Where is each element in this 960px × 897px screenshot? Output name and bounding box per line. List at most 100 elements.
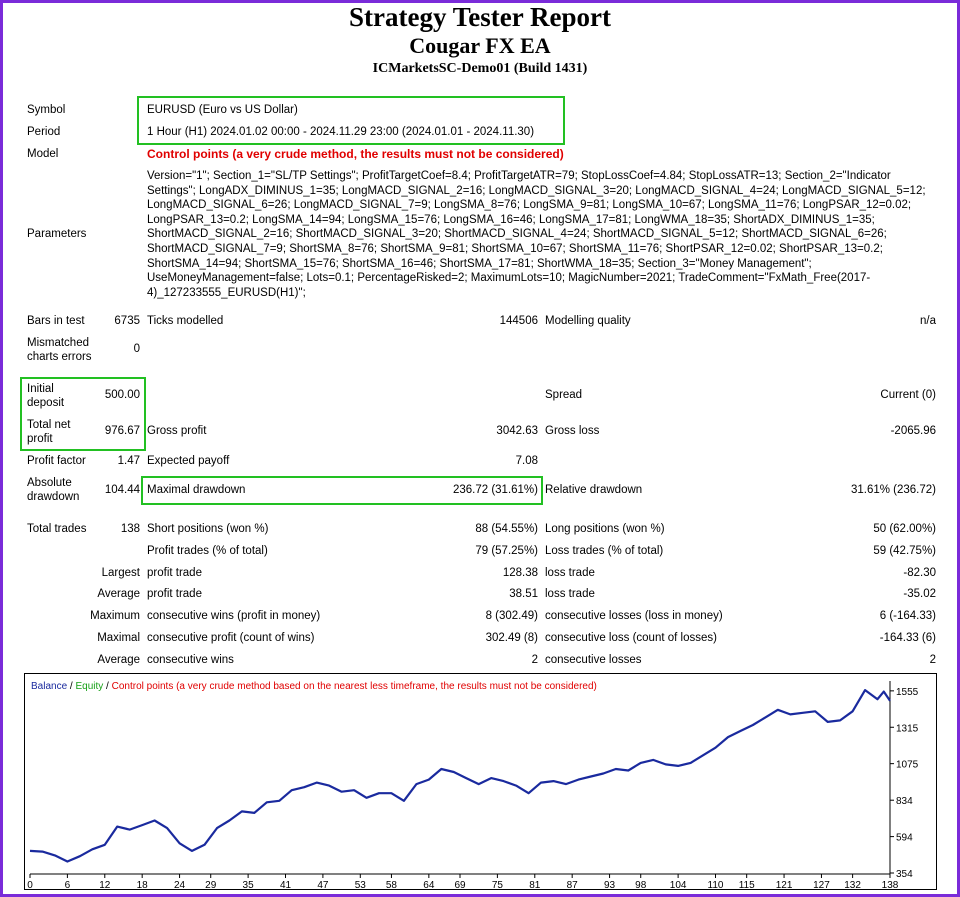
expected-payoff-value: 7.08 bbox=[515, 455, 538, 467]
average-consecutive-wins-value: 2 bbox=[531, 654, 538, 666]
model-warning: Control points (a very crude method, the… bbox=[147, 147, 564, 161]
average-loss-value: -35.02 bbox=[903, 588, 936, 600]
largest-profit-label: profit trade bbox=[147, 567, 202, 579]
x-tick-label: 115 bbox=[739, 880, 755, 890]
x-tick-label: 87 bbox=[567, 880, 579, 890]
x-tick-label: 58 bbox=[386, 880, 398, 890]
x-tick-label: 47 bbox=[317, 880, 329, 890]
absolute-drawdown-label: Absolute drawdown bbox=[27, 477, 80, 503]
spread-value: Current (0) bbox=[880, 389, 936, 401]
max-consecutive-wins-value: 8 (302.49) bbox=[485, 610, 538, 622]
server-build: ICMarketsSC-Demo01 (Build 1431) bbox=[372, 61, 588, 76]
gross-profit-label: Gross profit bbox=[147, 425, 207, 437]
long-positions-label: Long positions (won %) bbox=[545, 523, 665, 535]
profit-trades-label: Profit trades (% of total) bbox=[147, 545, 268, 557]
x-tick-label: 127 bbox=[813, 880, 830, 890]
absolute-drawdown-value: 104.44 bbox=[104, 484, 140, 496]
loss-trades-label: Loss trades (% of total) bbox=[545, 545, 664, 557]
y-tick-label: 354 bbox=[896, 869, 913, 880]
x-tick-label: 98 bbox=[635, 880, 647, 890]
average-profit-label: profit trade bbox=[147, 588, 202, 600]
symbol-label: Symbol bbox=[27, 104, 66, 116]
x-tick-label: 64 bbox=[423, 880, 435, 890]
maximal-drawdown-value: 236.72 (31.61%) bbox=[452, 484, 538, 496]
parameters-value: Version="1"; Section_1="SL/TP Settings";… bbox=[147, 170, 926, 299]
mismatch-label: Mismatched charts errors bbox=[27, 337, 92, 363]
average-consecutive-label: Average bbox=[97, 654, 140, 666]
x-tick-label: 24 bbox=[174, 880, 186, 890]
period-label: Period bbox=[27, 126, 61, 138]
relative-drawdown-label: Relative drawdown bbox=[545, 484, 643, 496]
average-consecutive-losses-label: consecutive losses bbox=[545, 654, 642, 666]
spread-label: Spread bbox=[545, 389, 583, 401]
max-consecutive-wins-label: consecutive wins (profit in money) bbox=[147, 610, 321, 622]
y-tick-label: 1315 bbox=[896, 723, 919, 734]
maximal-consecutive-profit-value: 302.49 (8) bbox=[485, 632, 538, 644]
net-profit-value: 976.67 bbox=[104, 425, 140, 437]
maximum-label: Maximum bbox=[90, 610, 140, 622]
symbol-period-highlight bbox=[137, 96, 565, 145]
average-label: Average bbox=[97, 588, 140, 600]
maximal-consecutive-loss-label: consecutive loss (count of losses) bbox=[545, 632, 717, 644]
initial-deposit-value: 500.00 bbox=[104, 389, 140, 401]
x-tick-label: 75 bbox=[492, 880, 504, 890]
expected-payoff-label: Expected payoff bbox=[147, 455, 230, 467]
x-tick-label: 110 bbox=[708, 880, 724, 890]
x-tick-label: 12 bbox=[99, 880, 111, 890]
chart-border bbox=[24, 673, 937, 890]
average-loss-label: loss trade bbox=[545, 588, 595, 600]
largest-profit-value: 128.38 bbox=[502, 567, 538, 579]
gross-loss-value: -2065.96 bbox=[890, 425, 936, 437]
max-consecutive-losses-label: consecutive losses (loss in money) bbox=[545, 610, 723, 622]
largest-label: Largest bbox=[101, 567, 140, 579]
x-tick-label: 53 bbox=[355, 880, 367, 890]
bars-value: 6735 bbox=[114, 315, 140, 327]
balance-chart: Balance / Equity / Control points (a ver… bbox=[24, 673, 937, 890]
initial-deposit-label: Initial deposit bbox=[27, 383, 65, 409]
total-trades-value: 138 bbox=[120, 523, 140, 535]
x-tick-label: 41 bbox=[280, 880, 292, 890]
quality-value: n/a bbox=[920, 315, 936, 327]
x-tick-label: 138 bbox=[882, 880, 899, 890]
x-tick-label: 18 bbox=[137, 880, 149, 890]
balance-line bbox=[29, 689, 891, 863]
y-tick-label: 1075 bbox=[896, 760, 919, 771]
profit-factor-value: 1.47 bbox=[117, 455, 140, 467]
x-tick-label: 6 bbox=[65, 880, 71, 890]
symbol-value: EURUSD (Euro vs US Dollar) bbox=[147, 104, 298, 116]
profit-trades-value: 79 (57.25%) bbox=[475, 545, 538, 557]
model-label: Model bbox=[27, 148, 59, 160]
report-title: Strategy Tester Report bbox=[349, 2, 611, 32]
ticks-value: 144506 bbox=[499, 315, 538, 327]
x-tick-label: 93 bbox=[604, 880, 616, 890]
maximal-consecutive-profit-label: consecutive profit (count of wins) bbox=[147, 632, 315, 644]
y-tick-label: 834 bbox=[896, 796, 913, 807]
x-tick-label: 121 bbox=[776, 880, 793, 890]
parameters-label: Parameters bbox=[27, 228, 87, 240]
quality-label: Modelling quality bbox=[545, 315, 631, 327]
net-profit-label: Total net profit bbox=[27, 419, 71, 445]
short-positions-label: Short positions (won %) bbox=[147, 523, 269, 535]
legend-balance: Balance bbox=[31, 681, 68, 692]
x-tick-label: 0 bbox=[27, 880, 33, 890]
legend-equity: Equity bbox=[75, 681, 103, 692]
average-profit-value: 38.51 bbox=[509, 588, 538, 600]
x-tick-label: 69 bbox=[454, 880, 466, 890]
y-tick-label: 594 bbox=[896, 833, 913, 844]
ea-name: Cougar FX EA bbox=[409, 33, 551, 58]
chart-legend: Balance / Equity / Control points (a ver… bbox=[31, 681, 597, 692]
period-value: 1 Hour (H1) 2024.01.02 00:00 - 2024.11.2… bbox=[147, 126, 535, 138]
profit-factor-label: Profit factor bbox=[27, 455, 86, 467]
relative-drawdown-value: 31.61% (236.72) bbox=[850, 484, 936, 496]
bars-label: Bars in test bbox=[27, 315, 85, 327]
total-trades-label: Total trades bbox=[27, 523, 87, 535]
y-tick-label: 1555 bbox=[896, 687, 919, 698]
gross-profit-value: 3042.63 bbox=[496, 425, 538, 437]
largest-loss-label: loss trade bbox=[545, 567, 595, 579]
maximal-consecutive-loss-value: -164.33 (6) bbox=[879, 632, 936, 644]
max-drawdown-highlight bbox=[141, 476, 543, 505]
short-positions-value: 88 (54.55%) bbox=[475, 523, 538, 535]
x-tick-label: 132 bbox=[844, 880, 861, 890]
largest-loss-value: -82.30 bbox=[903, 567, 936, 579]
